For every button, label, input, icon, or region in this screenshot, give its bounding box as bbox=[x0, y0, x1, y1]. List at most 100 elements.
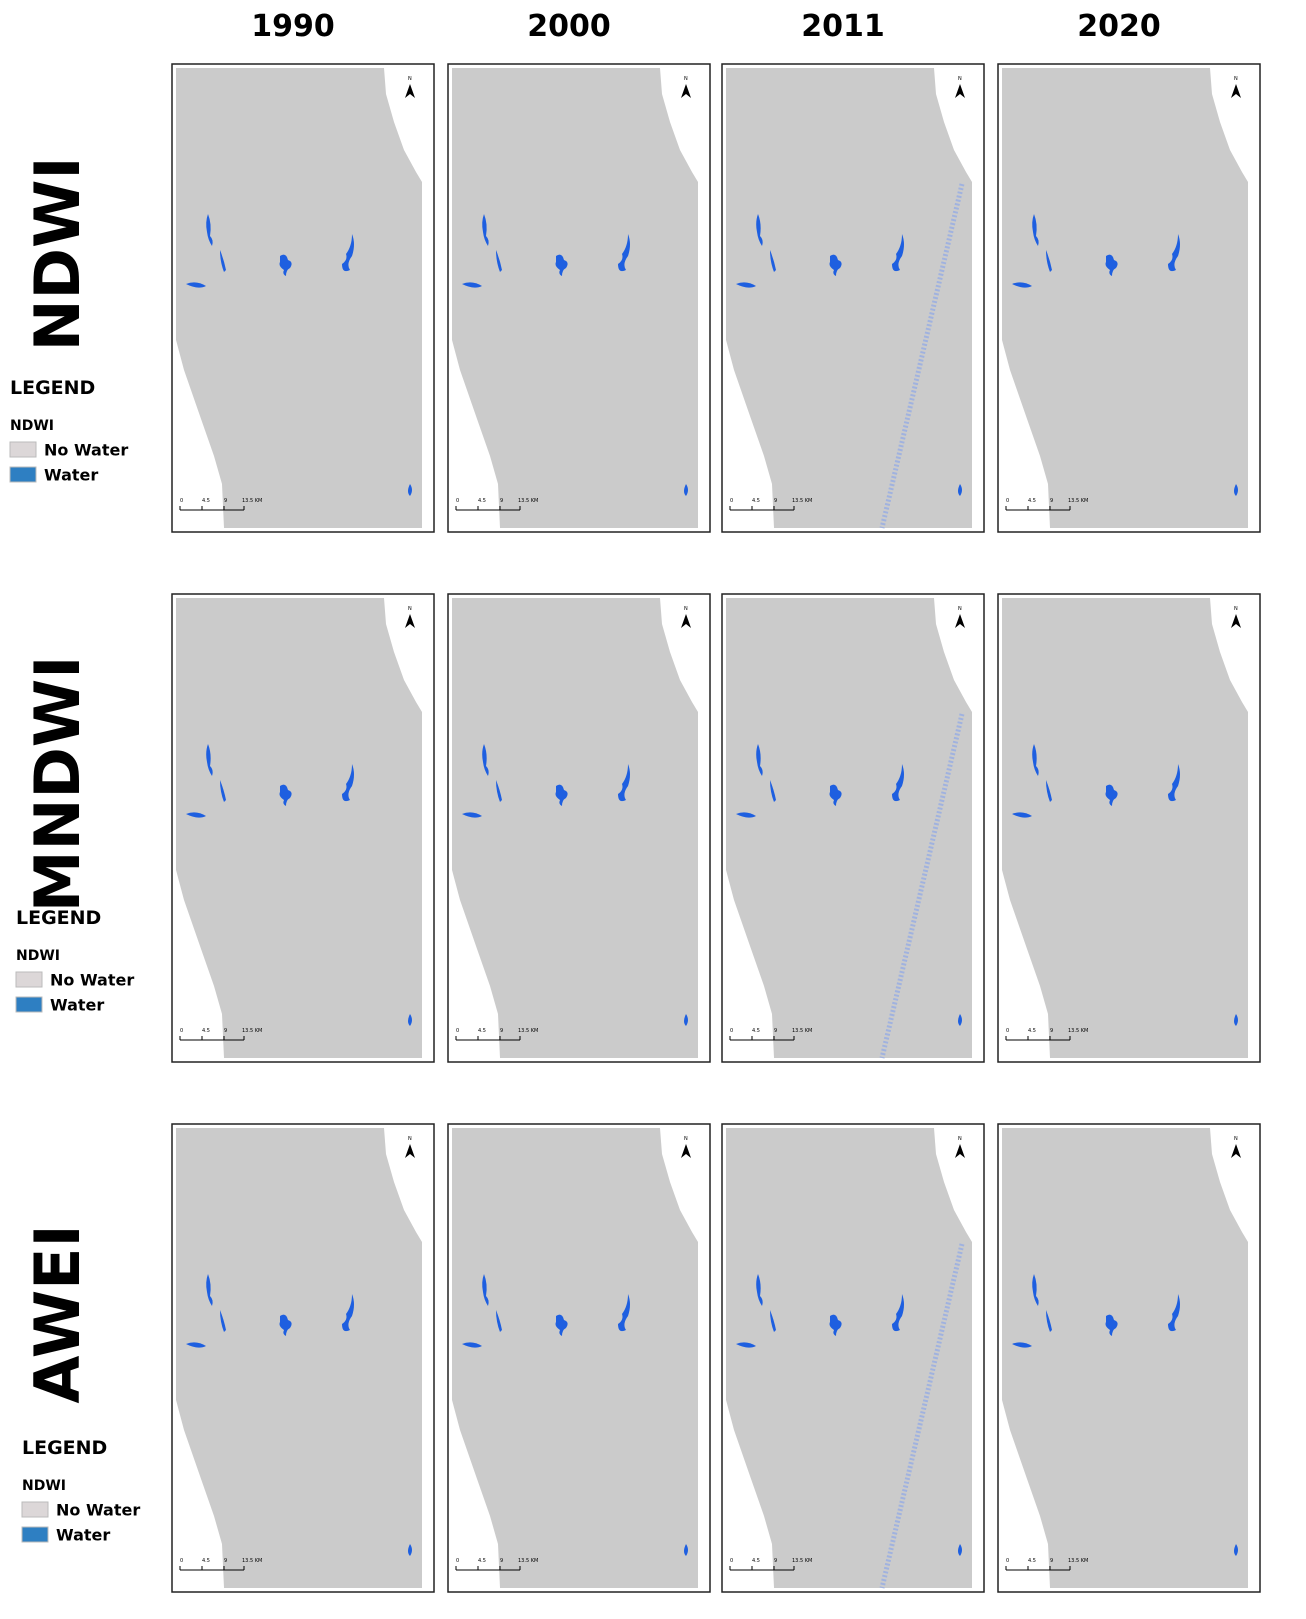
legend-swatch bbox=[10, 442, 36, 457]
scale-label: 13.5 KM bbox=[242, 1028, 262, 1034]
map bbox=[172, 1124, 434, 1592]
scale-label: 9 bbox=[1050, 498, 1053, 504]
map bbox=[722, 1124, 984, 1592]
north-label: N bbox=[1234, 606, 1238, 612]
scale-label: 4.5 bbox=[202, 498, 210, 504]
map-panel: N 0 4.5 9 13.5 KM bbox=[448, 1124, 710, 1592]
scale-label: 4.5 bbox=[752, 1558, 760, 1564]
scale-label: 9 bbox=[1050, 1558, 1053, 1564]
north-label: N bbox=[408, 76, 412, 82]
scale-label: 13.5 KM bbox=[792, 1028, 812, 1034]
year-header: 1990 bbox=[251, 9, 335, 44]
scale-label: 0 bbox=[1006, 1028, 1009, 1034]
year-header: 2000 bbox=[527, 9, 611, 44]
scale-label: 9 bbox=[774, 1028, 777, 1034]
scale-label: 13.5 KM bbox=[792, 1558, 812, 1564]
scale-label: 13.5 KM bbox=[1068, 1558, 1088, 1564]
scale-label: 9 bbox=[774, 1558, 777, 1564]
scale-label: 13.5 KM bbox=[242, 1558, 262, 1564]
north-label: N bbox=[1234, 76, 1238, 82]
scale-label: 4.5 bbox=[478, 1558, 486, 1564]
map-panel: N 0 4.5 9 13.5 KM bbox=[998, 594, 1260, 1062]
legend-subtitle: NDWI bbox=[16, 948, 60, 964]
scale-label: 13.5 KM bbox=[1068, 1028, 1088, 1034]
map bbox=[172, 64, 434, 532]
legend-item: No Water bbox=[56, 1501, 140, 1520]
legend-title: LEGEND bbox=[10, 377, 95, 399]
scale-label: 13.5 KM bbox=[792, 498, 812, 504]
north-label: N bbox=[684, 76, 688, 82]
map-panel: N 0 4.5 9 13.5 KM bbox=[448, 64, 710, 532]
legend-item: Water bbox=[44, 466, 98, 485]
figure: 1990200020112020NDWILEGENDNDWINo WaterWa… bbox=[0, 0, 1306, 1619]
scale-label: 9 bbox=[224, 498, 227, 504]
north-label: N bbox=[958, 606, 962, 612]
scale-label: 13.5 KM bbox=[518, 498, 538, 504]
scale-label: 9 bbox=[500, 498, 503, 504]
scale-label: 0 bbox=[730, 1558, 733, 1564]
map bbox=[722, 64, 984, 532]
scale-label: 0 bbox=[1006, 1558, 1009, 1564]
row-label: NDWI bbox=[21, 157, 94, 352]
scale-label: 4.5 bbox=[478, 498, 486, 504]
scale-label: 13.5 KM bbox=[518, 1558, 538, 1564]
map bbox=[722, 594, 984, 1062]
map bbox=[998, 64, 1260, 532]
scale-label: 9 bbox=[500, 1028, 503, 1034]
map bbox=[172, 594, 434, 1062]
north-label: N bbox=[958, 76, 962, 82]
legend-subtitle: NDWI bbox=[10, 418, 54, 434]
scale-label: 9 bbox=[500, 1558, 503, 1564]
map bbox=[998, 1124, 1260, 1592]
scale-label: 4.5 bbox=[478, 1028, 486, 1034]
map-panel: N 0 4.5 9 13.5 KM bbox=[722, 594, 984, 1062]
scale-label: 0 bbox=[730, 1028, 733, 1034]
year-header: 2020 bbox=[1077, 9, 1161, 44]
map-panel: N 0 4.5 9 13.5 KM bbox=[722, 64, 984, 532]
scale-label: 4.5 bbox=[752, 498, 760, 504]
scale-label: 13.5 KM bbox=[242, 498, 262, 504]
scale-label: 0 bbox=[180, 1558, 183, 1564]
map bbox=[448, 64, 710, 532]
north-label: N bbox=[958, 1136, 962, 1142]
scale-label: 9 bbox=[1050, 1028, 1053, 1034]
scale-label: 13.5 KM bbox=[1068, 498, 1088, 504]
legend-item: No Water bbox=[50, 971, 134, 990]
legend-swatch bbox=[22, 1527, 48, 1542]
legend-item: No Water bbox=[44, 441, 128, 460]
scale-label: 0 bbox=[1006, 498, 1009, 504]
scale-label: 4.5 bbox=[1028, 1558, 1036, 1564]
scale-label: 9 bbox=[774, 498, 777, 504]
north-label: N bbox=[408, 1136, 412, 1142]
scale-label: 4.5 bbox=[1028, 498, 1036, 504]
legend-swatch bbox=[16, 972, 42, 987]
legend-title: LEGEND bbox=[22, 1437, 107, 1459]
legend-item: Water bbox=[50, 996, 104, 1015]
scale-label: 0 bbox=[456, 1028, 459, 1034]
legend-title: LEGEND bbox=[16, 907, 101, 929]
legend-subtitle: NDWI bbox=[22, 1478, 66, 1494]
scale-label: 0 bbox=[180, 1028, 183, 1034]
legend-item: Water bbox=[56, 1526, 110, 1545]
map-panel: N 0 4.5 9 13.5 KM bbox=[998, 1124, 1260, 1592]
map bbox=[448, 594, 710, 1062]
scale-label: 4.5 bbox=[752, 1028, 760, 1034]
legend-swatch bbox=[16, 997, 42, 1012]
map-panel: N 0 4.5 9 13.5 KM bbox=[998, 64, 1260, 532]
scale-label: 0 bbox=[730, 498, 733, 504]
scale-label: 4.5 bbox=[1028, 1028, 1036, 1034]
scale-label: 0 bbox=[456, 498, 459, 504]
north-label: N bbox=[1234, 1136, 1238, 1142]
map bbox=[998, 594, 1260, 1062]
scale-label: 0 bbox=[456, 1558, 459, 1564]
north-label: N bbox=[684, 1136, 688, 1142]
scale-label: 4.5 bbox=[202, 1558, 210, 1564]
scale-label: 4.5 bbox=[202, 1028, 210, 1034]
north-label: N bbox=[684, 606, 688, 612]
scale-label: 9 bbox=[224, 1558, 227, 1564]
map-panel: N 0 4.5 9 13.5 KM bbox=[722, 1124, 984, 1592]
legend-swatch bbox=[10, 467, 36, 482]
